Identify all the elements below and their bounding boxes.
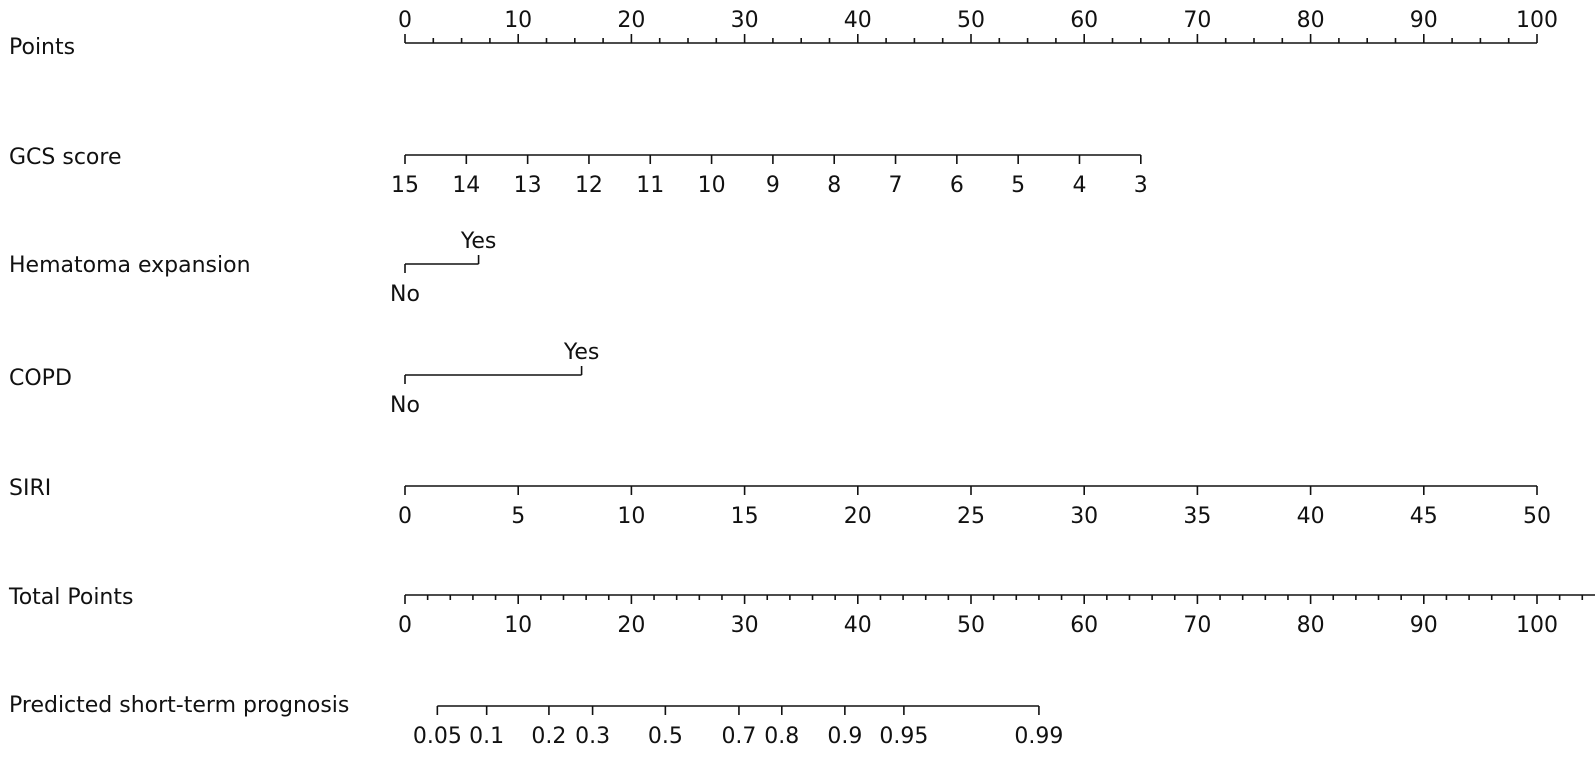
points-tick-label-50: 50 (957, 8, 985, 33)
gcs-score-tick-label-7: 7 (889, 173, 903, 198)
gcs-score-tick-label-4: 4 (1072, 173, 1086, 198)
points-tick-label-70: 70 (1183, 8, 1211, 33)
total-points-tick-label-70: 70 (1183, 613, 1211, 638)
siri-tick-label-0: 0 (398, 504, 412, 529)
predicted-short-term-prognosis-tick-label-0-5: 0.5 (648, 724, 683, 749)
siri-tick-label-10: 10 (617, 504, 645, 529)
points-tick-label-0: 0 (398, 8, 412, 33)
scale-hematoma-expansion: No Yes (390, 229, 496, 307)
copd-category-no: No (390, 393, 420, 418)
total-points-tick-label-10: 10 (504, 613, 532, 638)
total-points-tick-label-30: 30 (731, 613, 759, 638)
siri-tick-label-45: 45 (1410, 504, 1438, 529)
row-label-siri: SIRI (9, 476, 51, 501)
predicted-short-term-prognosis-tick-label-0-1: 0.1 (469, 724, 504, 749)
row-label-hematoma-expansion: Hematoma expansion (9, 253, 251, 278)
gcs-score-tick-label-9: 9 (766, 173, 780, 198)
points-tick-label-90: 90 (1410, 8, 1438, 33)
gcs-score-tick-label-15: 15 (391, 173, 419, 198)
points-tick-label-40: 40 (844, 8, 872, 33)
hematoma-expansion-category-no: No (390, 282, 420, 307)
total-points-tick-label-20: 20 (617, 613, 645, 638)
points-tick-label-100: 100 (1516, 8, 1558, 33)
copd-category-yes: Yes (563, 340, 600, 365)
siri-tick-label-30: 30 (1070, 504, 1098, 529)
gcs-score-tick-label-5: 5 (1011, 173, 1025, 198)
scale-copd: No Yes (390, 340, 599, 418)
total-points-tick-label-40: 40 (844, 613, 872, 638)
total-points-tick-label-90: 90 (1410, 613, 1438, 638)
gcs-score-tick-label-13: 13 (514, 173, 542, 198)
points-tick-label-20: 20 (617, 8, 645, 33)
siri-tick-label-50: 50 (1523, 504, 1551, 529)
predicted-short-term-prognosis-tick-label-0-99: 0.99 (1014, 724, 1063, 749)
points-tick-label-10: 10 (504, 8, 532, 33)
points-tick-label-30: 30 (731, 8, 759, 33)
predicted-short-term-prognosis-tick-label-0-05: 0.05 (413, 724, 462, 749)
total-points-tick-label-100: 100 (1516, 613, 1558, 638)
gcs-score-tick-label-3: 3 (1134, 173, 1148, 198)
total-points-tick-label-80: 80 (1297, 613, 1325, 638)
gcs-score-tick-label-11: 11 (636, 173, 664, 198)
siri-tick-label-5: 5 (511, 504, 525, 529)
row-label-copd: COPD (9, 366, 72, 391)
points-tick-label-80: 80 (1297, 8, 1325, 33)
row-labels: Points GCS score Hematoma expansion COPD… (8, 35, 349, 718)
scale-predicted-short-term-prognosis: 0.05 0.1 0.2 0.3 0.5 0.7 0.8 0.9 0.95 0.99 (413, 705, 1063, 749)
siri-tick-label-15: 15 (731, 504, 759, 529)
scale-total-points: 0102030405060708090100110120130140 (398, 594, 1595, 638)
predicted-short-term-prognosis-tick-label-0-7: 0.7 (721, 724, 756, 749)
hematoma-expansion-category-yes: Yes (460, 229, 497, 254)
siri-tick-label-35: 35 (1183, 504, 1211, 529)
scale-points: 0 10 20 30 40 50 60 70 80 90 100 (398, 8, 1558, 44)
predicted-short-term-prognosis-tick-label-0-9: 0.9 (827, 724, 862, 749)
gcs-score-tick-label-10: 10 (698, 173, 726, 198)
row-label-gcs-score: GCS score (9, 145, 121, 170)
predicted-short-term-prognosis-tick-label-0-3: 0.3 (575, 724, 610, 749)
total-points-tick-label-0: 0 (398, 613, 412, 638)
gcs-score-tick-label-14: 14 (452, 173, 480, 198)
predicted-short-term-prognosis-tick-label-0-2: 0.2 (531, 724, 566, 749)
gcs-score-tick-label-8: 8 (827, 173, 841, 198)
siri-tick-label-40: 40 (1297, 504, 1325, 529)
predicted-short-term-prognosis-tick-label-0-95: 0.95 (879, 724, 928, 749)
predicted-short-term-prognosis-tick-label-0-8: 0.8 (764, 724, 799, 749)
gcs-score-tick-label-6: 6 (950, 173, 964, 198)
gcs-score-tick-label-12: 12 (575, 173, 603, 198)
points-tick-label-60: 60 (1070, 8, 1098, 33)
row-label-points: Points (9, 35, 75, 60)
siri-tick-label-20: 20 (844, 504, 872, 529)
total-points-tick-label-50: 50 (957, 613, 985, 638)
siri-tick-label-25: 25 (957, 504, 985, 529)
row-label-predicted-prognosis: Predicted short-term prognosis (9, 693, 349, 718)
row-label-total-points: Total Points (8, 585, 133, 610)
scale-gcs-score: 15 14 13 12 11 10 9 8 7 6 5 4 3 (391, 154, 1148, 198)
scale-siri: 0 5 10 15 20 25 30 35 40 45 50 (398, 485, 1551, 529)
total-points-tick-label-60: 60 (1070, 613, 1098, 638)
